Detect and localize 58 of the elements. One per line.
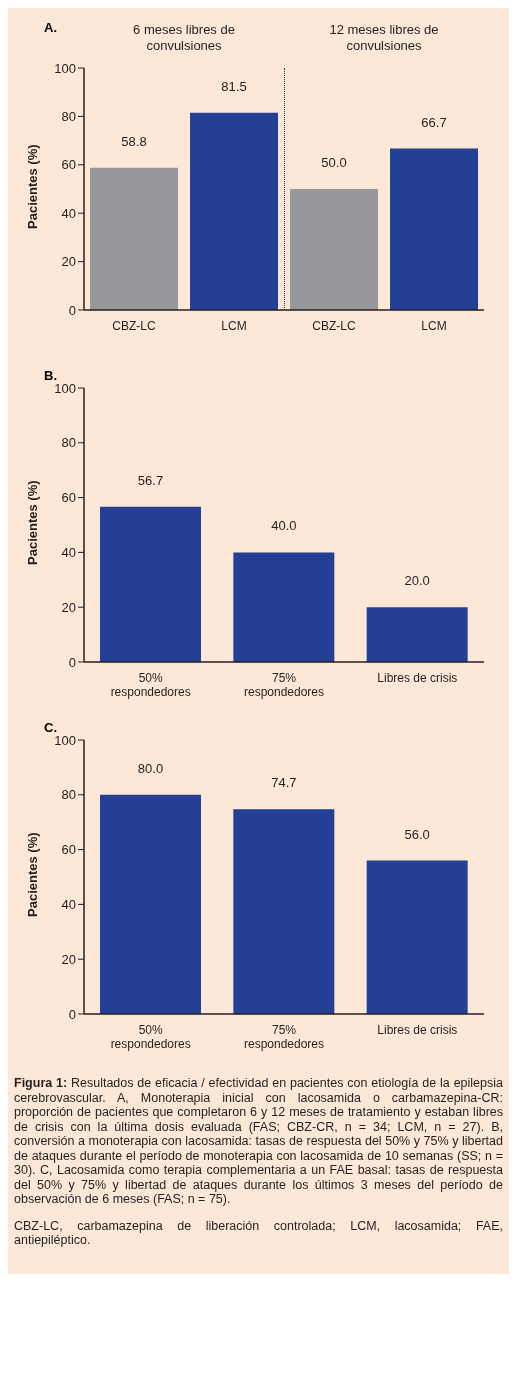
x-tick-label: Libres de crisis: [377, 1023, 458, 1037]
chart-title: C.: [44, 720, 57, 735]
x-tick-label: 50% respondedores: [110, 1023, 191, 1051]
y-tick-label: 20: [61, 951, 76, 967]
data-label: 40.0: [271, 518, 297, 534]
bar: [100, 794, 201, 1014]
data-label: 74.7: [271, 775, 297, 791]
y-tick-label: 40: [61, 545, 76, 561]
chart-title: B.: [44, 368, 57, 383]
x-tick-label: 75% respondedores: [243, 671, 325, 699]
x-tick-label: LCM: [221, 319, 247, 333]
y-tick-label: 20: [61, 599, 76, 615]
y-tick-label: 100: [54, 60, 76, 76]
bar: [90, 167, 178, 310]
y-tick-label: 40: [61, 205, 76, 221]
data-label: 80.0: [137, 760, 164, 776]
data-label: 20.0: [404, 573, 430, 589]
text: CBZ-LC, carbamazepina de liberación controlada; LCM, lacosamida; FAE, antiepiléptico.: [14, 1218, 503, 1248]
y-tick-label: 80: [61, 109, 76, 125]
y-tick-label: 0: [68, 302, 76, 318]
bar: [233, 552, 335, 662]
text: 12 meses libres de convulsiones: [328, 22, 440, 54]
chart-title: A.: [44, 20, 57, 35]
y-tick-label: 80: [61, 435, 76, 451]
y-tick-label: 60: [61, 842, 76, 858]
bar: [190, 112, 278, 310]
bar: [366, 860, 468, 1014]
data-label: 81.5: [221, 78, 247, 94]
bar: [290, 189, 378, 310]
text: Figura 1: Resultados de eficacia / efectividad en pacientes con etiología de la epilepsia cerebrovascular. A, Monoterapia inicial con lacosamida o carbamazepina-CR: proporción de pacientes que completaron 6 y 12 meses de tratamiento y estaban libres de crisis con la última dosis evaluada (FAS; CBZ-CR, n = 34; LCM, n = 27). B, conversión a monoterapia con lacosamida: tasas de respuesta del 50% y 75% y libertad de ataques durante el período de monoterapia con lacosamida de 10 semanas (SS; n = 30). C, Lacosamida como terapia complementaria a un FAE basal: tasas de respuesta del 50% y 75% y libertad de ataques durante los últimos 3 meses del período de observación de 6 meses (FAS; n = 75).: [14, 1076, 503, 1206]
data-label: 58.8: [121, 133, 147, 149]
y-tick-label: 100: [54, 732, 76, 748]
x-tick-label: CBZ-LC: [112, 319, 156, 333]
y-tick-label: 100: [54, 380, 76, 396]
bar: [390, 148, 478, 310]
y-tick-label: 60: [61, 490, 76, 506]
data-label: 56.7: [137, 472, 164, 488]
x-tick-label: 75% respondedores: [243, 1023, 325, 1051]
y-tick-label: 20: [61, 254, 76, 270]
data-label: 66.7: [421, 114, 447, 130]
x-tick-label: LCM: [421, 319, 447, 333]
y-tick-label: 0: [68, 1006, 76, 1022]
x-tick-label: Libres de crisis: [377, 671, 458, 685]
bar: [233, 809, 335, 1014]
y-tick-label: 60: [61, 157, 76, 173]
y-tick-label: 0: [68, 654, 76, 670]
bar: [366, 607, 468, 662]
data-label: 56.0: [404, 826, 430, 842]
x-tick-label: 50% respondedores: [110, 671, 191, 699]
x-tick-label: CBZ-LC: [312, 319, 356, 333]
y-tick-label: 40: [61, 897, 76, 913]
y-axis-title: Pacientes (%): [24, 832, 40, 917]
y-tick-label: 80: [61, 787, 76, 803]
y-axis-title: Pacientes (%): [24, 480, 40, 565]
data-label: 50.0: [321, 155, 347, 170]
y-axis-title: Pacientes (%): [24, 144, 40, 229]
text: 6 meses libres de convulsiones: [132, 22, 236, 54]
bar: [100, 506, 201, 662]
